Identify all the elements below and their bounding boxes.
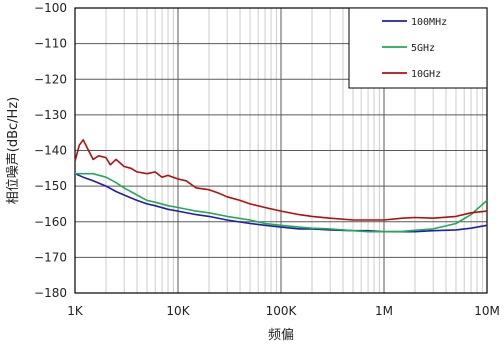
y-tick-label: −110: [34, 37, 67, 51]
x-tick-label: 10K: [166, 304, 190, 318]
y-tick-label: −140: [34, 144, 67, 158]
x-tick-label: 1K: [67, 304, 84, 318]
y-tick-label: −120: [34, 72, 67, 86]
y-tick-label: −100: [34, 1, 67, 15]
plot-area: [74, 7, 488, 294]
legend: 100MHz 5GHz 10GHz: [348, 7, 488, 89]
legend-label: 100MHz: [411, 17, 447, 28]
x-axis: 1K 10K 100K 1M 10M: [67, 304, 500, 318]
legend-label: 10GHz: [411, 69, 441, 80]
y-tick-label: −130: [34, 108, 67, 122]
series-line-5GHz: [75, 172, 488, 233]
legend-label: 5GHz: [411, 43, 435, 54]
legend-box: [348, 7, 488, 89]
x-tick-label: 10M: [474, 304, 500, 318]
x-tick-label: 1M: [375, 304, 393, 318]
y-tick-label: −170: [34, 250, 67, 264]
y-tick-label: −150: [34, 179, 67, 193]
series-line-10GHz: [74, 139, 488, 221]
y-tick-label: −180: [34, 286, 67, 300]
series-lines: [74, 139, 488, 233]
y-tick-label: −160: [34, 215, 67, 229]
x-axis-title: 频偏: [268, 328, 294, 343]
y-axis: −100 −110 −120 −130 −140 −150 −160 −170 −180: [34, 1, 67, 300]
x-tick-label: 100K: [266, 304, 298, 318]
y-axis-title: 相位噪声(dBc/Hz): [6, 97, 21, 204]
